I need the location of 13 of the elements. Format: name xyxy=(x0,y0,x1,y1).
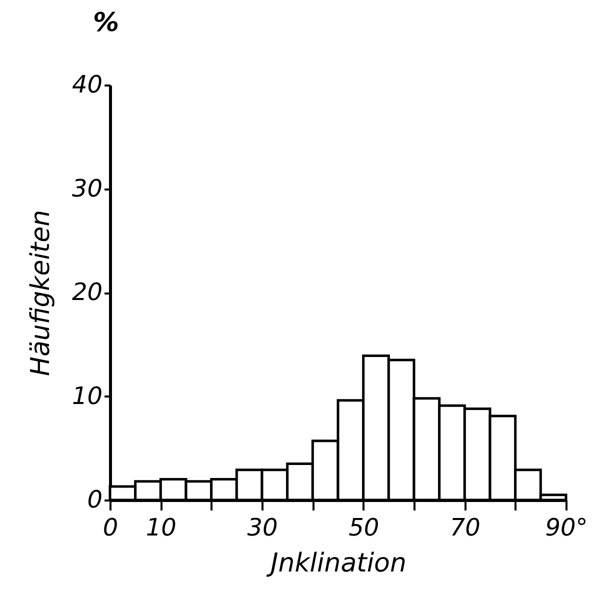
x-axis-title: Jnklination xyxy=(266,548,406,578)
y-tick-label: 0 xyxy=(87,486,102,514)
x-tick-label: 30 xyxy=(247,514,278,542)
x-tick-label: 90° xyxy=(545,514,588,542)
y-axis-title: Häufigkeiten xyxy=(26,210,56,376)
text: % xyxy=(93,8,120,38)
x-tick-label: 50 xyxy=(348,514,380,542)
y-tick-label: 30 xyxy=(72,174,102,202)
y-tick-label: 40 xyxy=(72,70,102,98)
x-tick-label: 70 xyxy=(450,514,480,542)
y-tick-label: 10 xyxy=(72,382,102,410)
y-tick-label: 20 xyxy=(72,278,102,306)
x-tick-label: 10 xyxy=(146,514,176,542)
